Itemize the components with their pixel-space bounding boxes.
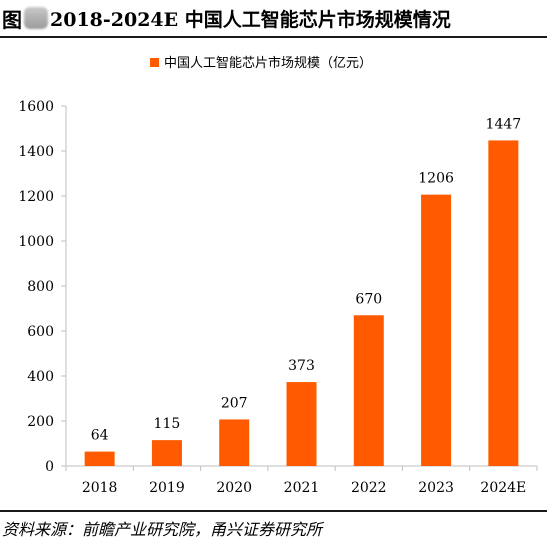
bar	[84, 451, 115, 466]
x-tick-label: 2022	[351, 480, 387, 496]
bar	[219, 419, 250, 466]
x-tick-label: 2018	[82, 480, 118, 496]
figure-label: 图	[2, 7, 22, 32]
figure-title: 2018-2024E 中国人工智能芯片市场规模情况	[50, 8, 451, 31]
source-bar: 资料来源：前瞻产业研究院，甬兴证券研究所	[0, 510, 547, 543]
bars	[84, 140, 519, 467]
bar	[488, 140, 519, 467]
bar	[421, 194, 452, 466]
y-tick-label: 800	[27, 279, 54, 295]
data-labels: 64 115 207 373 670 1206 1447	[91, 116, 521, 443]
bar-chart: 中国人工智能芯片市场规模（亿元） 0 200 400 600 800 1000 1200 14…	[18, 55, 538, 496]
y-tick-label: 400	[27, 369, 54, 385]
bar	[286, 382, 317, 466]
data-label: 207	[221, 395, 248, 411]
bar	[353, 315, 384, 466]
x-axis: 2018 2019 2020 2021 2022 2023 2024E	[65, 465, 538, 496]
x-tick-label: 2019	[149, 480, 185, 496]
x-tick-label: 2020	[216, 480, 252, 496]
y-tick-label: 0	[45, 459, 54, 475]
data-label: 373	[288, 358, 315, 374]
figure-title-bar: 图 2018-2024E 中国人工智能芯片市场规模情况	[0, 0, 547, 38]
legend-swatch	[150, 58, 159, 67]
bar	[151, 440, 182, 466]
y-tick-label: 1200	[18, 189, 54, 205]
y-tick-label: 200	[27, 414, 54, 430]
y-tick-label: 600	[27, 324, 54, 340]
y-tick-label: 1400	[18, 144, 54, 160]
x-tick-label: 2021	[284, 480, 320, 496]
data-label: 115	[154, 416, 181, 432]
legend: 中国人工智能芯片市场规模（亿元）	[150, 55, 372, 71]
legend-label: 中国人工智能芯片市场规模（亿元）	[164, 55, 372, 71]
x-tick-label: 2023	[418, 480, 454, 496]
source-note: 资料来源：前瞻产业研究院，甬兴证券研究所	[2, 519, 323, 539]
data-label: 64	[91, 428, 109, 444]
redacted-figure-number	[24, 7, 48, 29]
data-label: 670	[355, 291, 382, 307]
y-axis: 0 200 400 600 800 1000 1200 1400 1600	[18, 99, 67, 475]
y-tick-label: 1600	[18, 99, 54, 115]
x-tick-label: 2024E	[480, 480, 526, 496]
data-label: 1206	[418, 171, 454, 187]
y-tick-label: 1000	[18, 234, 54, 250]
data-label: 1447	[486, 116, 522, 132]
